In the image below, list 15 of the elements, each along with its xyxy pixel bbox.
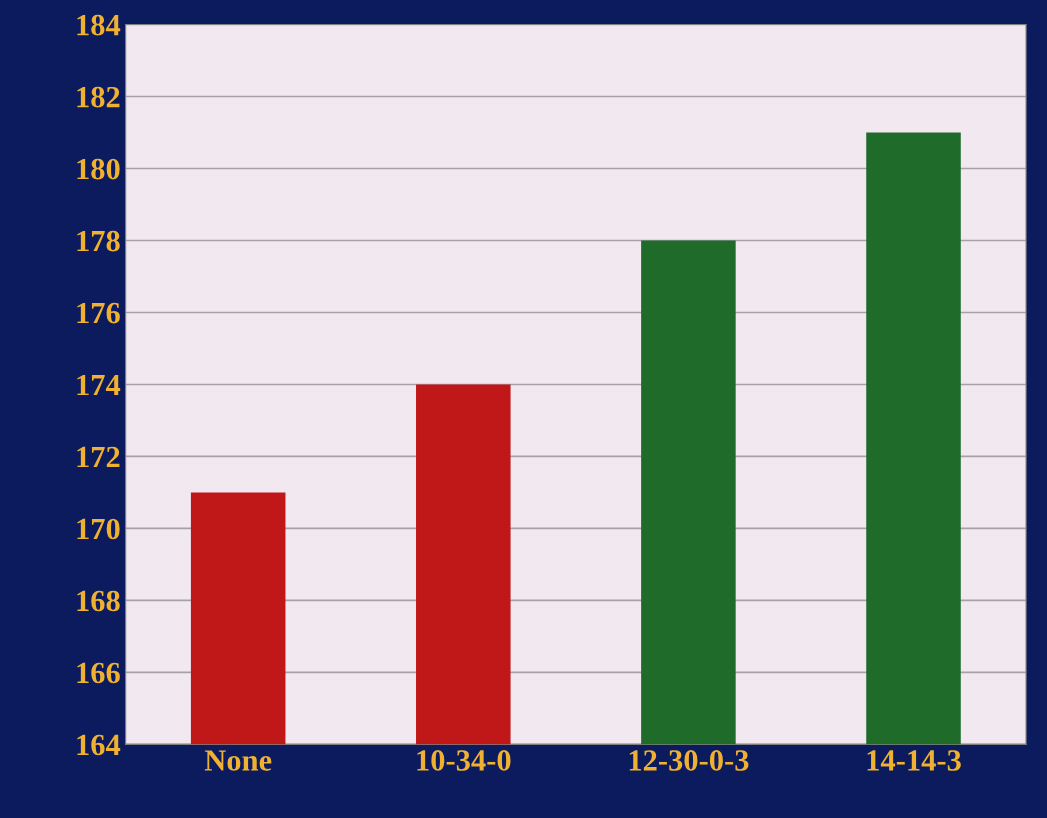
y-tick-label: 182 <box>77 86 120 108</box>
x-tick-label: None <box>204 750 272 771</box>
y-tick-label: 174 <box>77 374 121 396</box>
y-tick-label: 178 <box>77 230 120 252</box>
y-tick-label: 172 <box>77 446 120 468</box>
y-tick-label: 180 <box>77 158 120 180</box>
y-tick-label: 184 <box>77 14 121 36</box>
y-tick-label: 170 <box>77 518 120 540</box>
y-tick-label: 164 <box>77 734 121 756</box>
y-tick-label: 176 <box>77 302 120 324</box>
x-tick-label: 14-14-3 <box>867 750 961 771</box>
y-tick-label: 166 <box>77 662 120 684</box>
x-tick-label: 12-30-0-3 <box>629 750 749 771</box>
y-tick-label: 168 <box>77 590 120 612</box>
x-tick-label: 10-34-0 <box>417 750 511 771</box>
